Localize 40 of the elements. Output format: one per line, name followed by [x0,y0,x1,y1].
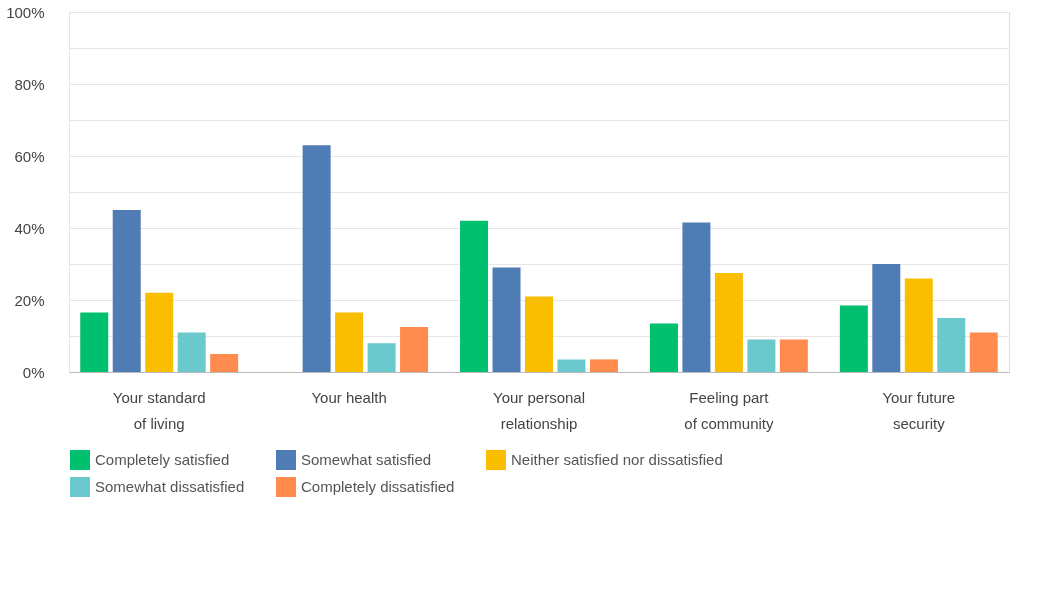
y-tick-label: 40% [14,219,45,237]
y-tick-label: 100% [6,3,45,21]
x-tick-label: Your personal relationship [492,388,586,432]
bar [210,354,239,372]
x-tick-label: Your health [311,388,387,406]
legend-label: Completely dissatisfied [301,478,455,495]
bar [649,323,678,372]
bar [460,220,489,372]
y-tick-label: 80% [14,75,45,93]
x-tick-label: Your future security [882,388,956,432]
bar [525,296,553,372]
y-tick-label: 60% [14,147,45,165]
bar [302,145,331,372]
bar [492,267,521,372]
bar [714,273,743,372]
bar [937,318,966,372]
bar [969,332,998,372]
bar [145,292,174,372]
bar [367,343,396,372]
bar [779,339,808,372]
bar [839,305,868,372]
bar [872,264,901,372]
bar [335,312,364,372]
legend-label: Completely satisfied [95,451,230,468]
bar [177,332,206,372]
legend-label: Neither satisfied nor dissatisfied [511,451,723,468]
legend-label: Somewhat satisfied [301,451,432,468]
y-tick-label: 0% [22,363,45,381]
bar [400,327,429,372]
y-tick-label: 20% [14,291,45,309]
legend-label: Somewhat dissatisfied [95,478,245,495]
bar [589,359,618,372]
bar [112,210,141,372]
x-tick-label: Your standard of living [112,388,206,432]
bar [904,278,933,372]
bar [557,359,586,372]
bar [682,222,711,372]
x-tick-label: Feeling part of community [684,388,774,432]
bar [80,312,109,372]
bar [747,339,776,372]
